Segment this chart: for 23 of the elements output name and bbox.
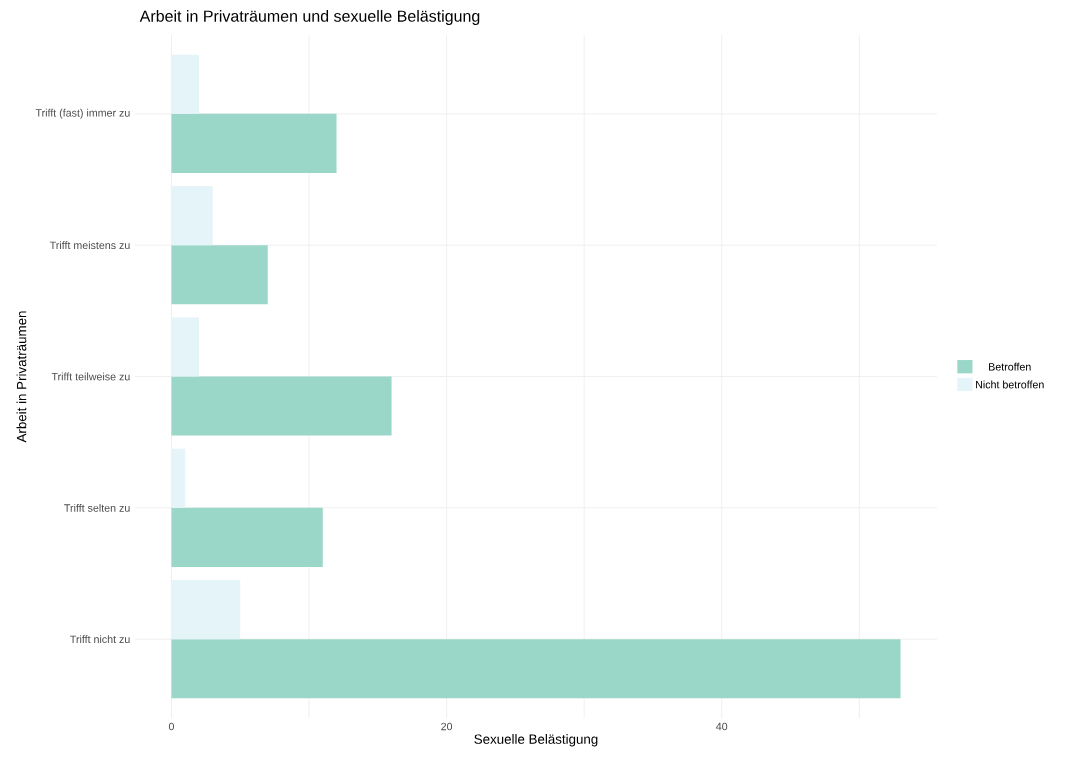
x-tick-label: 40 bbox=[716, 722, 728, 731]
bar bbox=[171, 317, 199, 377]
y-tick-label: Trifft (fast) immer zu bbox=[35, 108, 130, 119]
bar bbox=[171, 186, 213, 246]
bar bbox=[171, 507, 323, 567]
bar bbox=[171, 448, 186, 508]
y-tick-label: Trifft teilweise zu bbox=[51, 372, 130, 381]
chart-title: Arbeit in Privaträumen und sexuelle Belästigung bbox=[139, 10, 480, 25]
legend-label: Nicht betroffen bbox=[976, 380, 1044, 389]
y-tick-label: Trifft meistens zu bbox=[49, 241, 130, 250]
bar bbox=[171, 245, 268, 305]
x-tick-label: 0 bbox=[168, 722, 175, 731]
x-axis-title: Sexuelle Belästigung bbox=[474, 734, 598, 747]
bar bbox=[171, 376, 392, 436]
bar bbox=[171, 580, 241, 640]
y-axis-title: Arbeit in Privaträumen bbox=[16, 311, 27, 443]
y-tick-label: Trifft nicht zu bbox=[70, 635, 130, 644]
bar bbox=[171, 639, 901, 699]
bar bbox=[171, 113, 337, 173]
bar bbox=[171, 54, 199, 114]
legend-label: Betroffen bbox=[989, 362, 1031, 371]
x-tick-label: 20 bbox=[441, 722, 453, 731]
y-tick-label: Trifft selten zu bbox=[64, 503, 130, 512]
